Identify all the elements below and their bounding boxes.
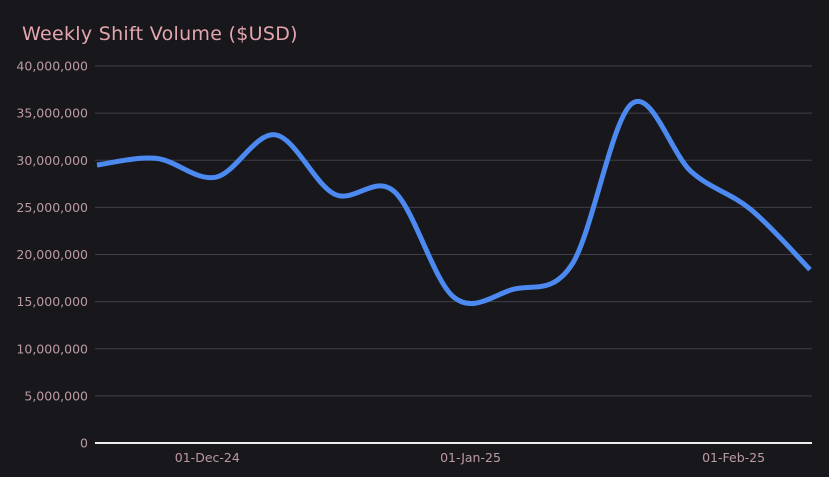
x-axis-tick-label: 01-Feb-25	[702, 450, 765, 465]
y-axis-tick-label: 40,000,000	[16, 59, 88, 74]
y-axis-tick-label: 15,000,000	[16, 294, 88, 309]
x-axis-tick-label: 01-Dec-24	[175, 450, 240, 465]
y-axis-tick-label: 35,000,000	[16, 106, 88, 121]
y-axis-tick-label: 0	[80, 436, 88, 451]
y-axis-tick-label: 10,000,000	[16, 341, 88, 356]
chart-title: Weekly Shift Volume ($USD)	[22, 23, 298, 45]
y-axis-tick-label: 25,000,000	[16, 200, 88, 215]
x-axis-tick-label: 01-Jan-25	[440, 450, 501, 465]
y-axis-tick-label: 20,000,000	[16, 247, 88, 262]
y-axis-tick-label: 30,000,000	[16, 153, 88, 168]
volume-line-series	[96, 98, 812, 306]
y-axis-tick-label: 5,000,000	[24, 388, 88, 403]
